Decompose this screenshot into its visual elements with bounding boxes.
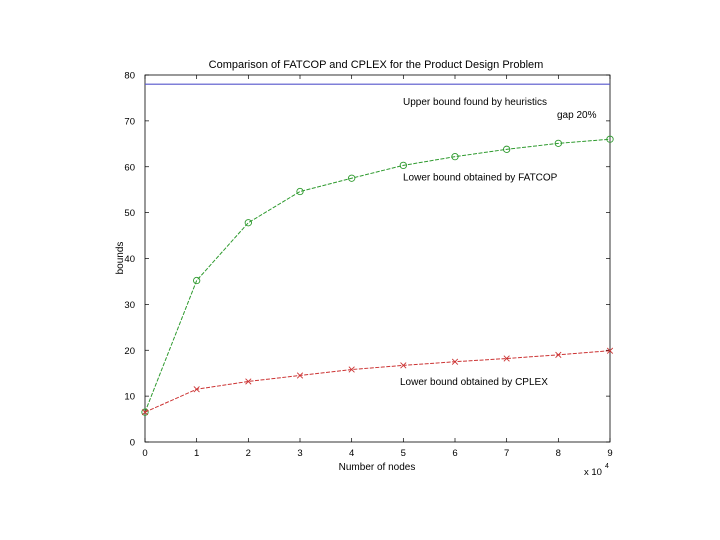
data-point <box>193 276 201 285</box>
x-axis-label: Number of nodes <box>339 462 416 473</box>
x-tick-label: 9 <box>607 448 612 459</box>
x-tick-label: 0 <box>142 448 147 459</box>
data-point <box>245 378 252 385</box>
y-tick-label: 40 <box>124 254 135 265</box>
y-tick-label: 0 <box>130 438 135 449</box>
data-point <box>400 362 407 369</box>
y-tick-label: 50 <box>124 208 135 219</box>
series-label-1: Lower bound obtained by FATCOP <box>403 173 558 184</box>
y-tick-label: 10 <box>124 392 135 403</box>
chart-title: Comparison of FATCOP and CPLEX for the P… <box>209 59 544 71</box>
data-point <box>451 358 459 365</box>
series-labels: Upper bound found by heuristics Lower bou… <box>400 97 558 388</box>
series-line-1 <box>144 138 611 413</box>
series-line-2 <box>144 350 611 413</box>
data-point <box>348 174 356 182</box>
series-group <box>141 83 614 416</box>
data-point <box>296 187 304 196</box>
x-tick-label: 1 <box>194 448 199 459</box>
data-point <box>399 161 407 170</box>
x-tick-label: 4 <box>349 448 354 459</box>
data-point <box>606 135 614 143</box>
x-tick-label: 3 <box>297 448 302 459</box>
x-tick-label: 2 <box>246 448 251 459</box>
data-point <box>296 372 304 379</box>
data-point <box>503 355 510 362</box>
data-point <box>555 351 562 358</box>
y-tick-label: 20 <box>124 346 135 357</box>
y-axis-label: bounds <box>115 242 126 275</box>
series-label-0: Upper bound found by heuristics <box>403 97 547 108</box>
data-point <box>348 366 355 373</box>
y-tick-label: 70 <box>124 116 135 127</box>
data-point <box>141 408 149 416</box>
y-tick-label: 30 <box>124 300 135 311</box>
data-point <box>244 219 252 227</box>
gap-annotation: gap 20% <box>557 110 597 121</box>
data-point <box>141 409 149 416</box>
data-point <box>606 347 614 354</box>
data-point <box>554 139 562 148</box>
x-tick-label: 8 <box>556 448 561 459</box>
x-tick-label: 6 <box>452 448 457 459</box>
x-tick-label: 5 <box>401 448 406 459</box>
x-multiplier: x 10 <box>584 467 602 478</box>
data-point <box>193 386 200 393</box>
data-point <box>503 145 511 153</box>
y-tick-label: 60 <box>124 162 135 173</box>
series-label-2: Lower bound obtained by CPLEX <box>400 377 548 388</box>
x-multiplier-exponent: 4 <box>605 463 609 470</box>
data-point <box>451 153 459 161</box>
x-tick-label: 7 <box>504 448 509 459</box>
y-tick-label: 80 <box>124 71 135 82</box>
axes: 0 1 2 3 4 5 6 7 8 9 0 10 20 30 40 50 60 70 80 <box>124 71 612 460</box>
